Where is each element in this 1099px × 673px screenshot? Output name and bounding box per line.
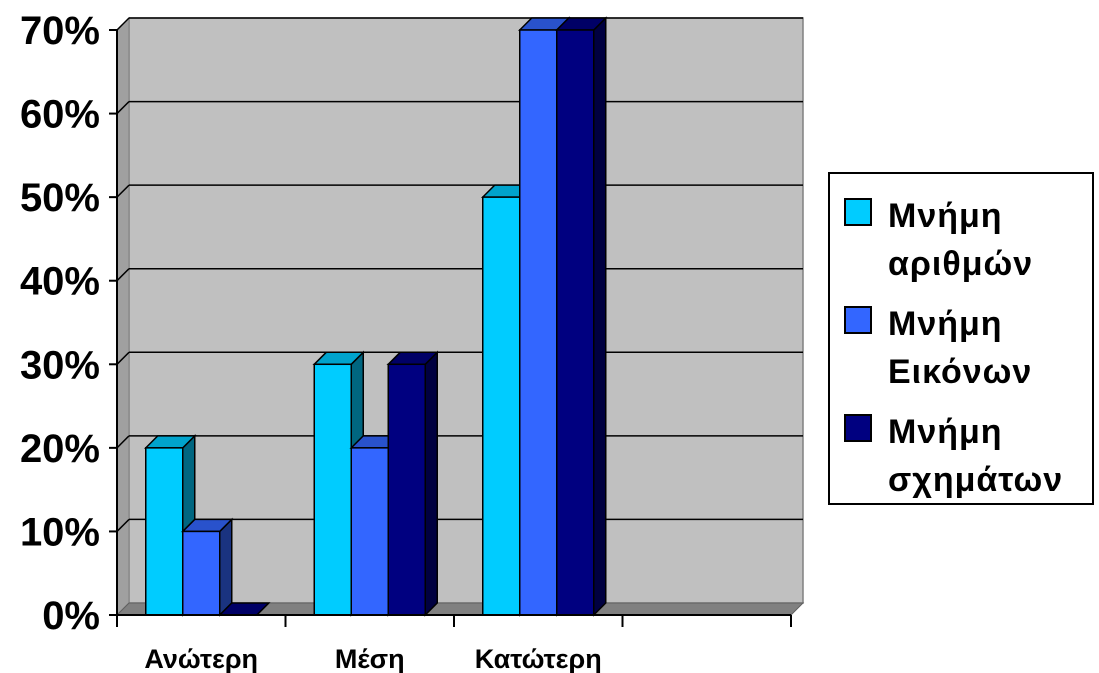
bar <box>386 350 440 617</box>
legend-swatch-1 <box>844 198 872 226</box>
legend-swatch-2 <box>844 306 872 334</box>
y-tick-label: 40% <box>20 260 100 304</box>
x-category-label: Μέση <box>335 644 405 673</box>
bar-front <box>482 196 521 616</box>
bar <box>180 517 234 617</box>
y-tick-label: 20% <box>20 427 100 471</box>
x-category-label: Κατώτερη <box>475 644 602 673</box>
bar-front <box>350 447 389 616</box>
y-tick-label: 60% <box>20 93 100 137</box>
bar-front <box>145 447 184 616</box>
x-category-label: Ανώτερη <box>144 644 258 673</box>
y-tick-label: 70% <box>20 9 100 53</box>
legend-label-3-line2: σχημάτων <box>888 461 1064 499</box>
legend: Μνήμη αριθμών Μνήμη Εικόνων Μνήμη σχημάτ… <box>828 172 1094 505</box>
bar <box>554 16 608 617</box>
y-tick-label: 50% <box>20 176 100 220</box>
y-tick-label: 10% <box>20 510 100 554</box>
legend-label-1-line2: αριθμών <box>888 245 1034 283</box>
legend-label-2-line1: Μνήμη <box>888 305 1003 343</box>
bar-front <box>313 363 352 616</box>
legend-label-1: Μνήμη αριθμών <box>888 192 1098 288</box>
bar-front <box>182 530 221 616</box>
plot-back-wall <box>128 17 804 604</box>
gridline-side <box>116 435 130 449</box>
bar-side <box>593 16 607 617</box>
bar-front <box>519 29 558 616</box>
gridline-side <box>116 351 130 365</box>
bar-front <box>556 29 595 616</box>
y-tick-label: 0% <box>42 594 100 638</box>
gridline-side <box>116 268 130 282</box>
bar-front <box>387 363 426 616</box>
bar-side <box>424 350 438 617</box>
legend-label-2: Μνήμη Εικόνων <box>888 300 1098 396</box>
legend-label-2-line2: Εικόνων <box>888 353 1033 391</box>
legend-label-3: Μνήμη σχημάτων <box>888 408 1098 504</box>
gridline-side <box>116 518 130 532</box>
gridline-side <box>116 101 130 115</box>
legend-label-3-line1: Μνήμη <box>888 413 1003 451</box>
gridline-side <box>116 17 130 31</box>
legend-label-1-line1: Μνήμη <box>888 197 1003 235</box>
bar-side <box>219 517 233 617</box>
y-tick-label: 30% <box>20 343 100 387</box>
legend-swatch-3 <box>844 414 872 442</box>
gridline-side <box>116 184 130 198</box>
